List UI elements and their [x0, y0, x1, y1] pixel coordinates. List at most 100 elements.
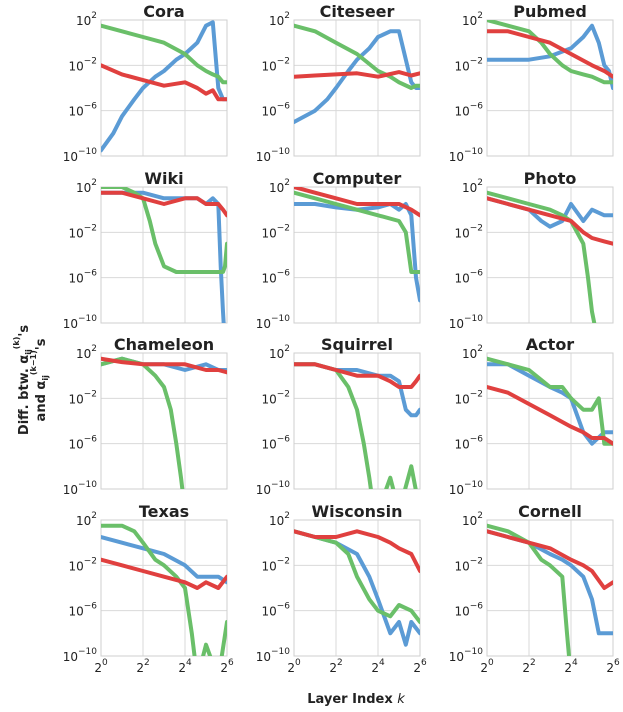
series-line-blue	[487, 23, 613, 90]
y-tick-label: 102	[76, 344, 97, 361]
panel-squirrel: Squirrel 102 10−2 10−6 10−10	[256, 335, 421, 497]
plot-frame	[486, 186, 614, 324]
x-tick-label: 20	[287, 658, 301, 675]
plot-frame	[100, 519, 228, 657]
panel-citeseer: Citeseer 102 10−2 10−6 10−10	[256, 2, 421, 164]
xlabel-var: k	[397, 692, 405, 707]
panel-chameleon: Chameleon 102 10−2 10−6 10−10	[63, 335, 228, 497]
y-tick-label: 102	[269, 511, 290, 528]
panel-title: Citeseer	[320, 2, 395, 21]
panel-wiki: Wiki 102 10−2 10−6 10−10	[63, 169, 228, 331]
panel-cora: Cora 102 10−2 10−6 10−10	[63, 2, 228, 164]
plot-frame	[293, 352, 421, 490]
series-line-green	[294, 529, 420, 624]
series-line-red	[294, 187, 420, 218]
x-tick-label: 22	[522, 658, 535, 675]
y-tick-label: 10−2	[454, 223, 483, 240]
y-tick-label: 102	[462, 344, 483, 361]
y-tick-label: 10−10	[449, 480, 484, 497]
series-line-blue	[101, 20, 227, 153]
x-tick-label: 26	[220, 658, 234, 675]
y-tick-label: 10−10	[449, 314, 484, 331]
ylabel-tail1: 's	[17, 325, 32, 337]
y-tick-label: 10−6	[454, 102, 483, 119]
y-tick-label: 10−6	[261, 269, 290, 286]
x-tick-label: 24	[371, 658, 385, 675]
y-tick-label: 10−10	[449, 147, 484, 164]
series-line-blue	[294, 202, 420, 303]
plot-frame	[100, 186, 228, 324]
x-tick-label: 26	[606, 658, 620, 675]
panel-title: Photo	[524, 169, 577, 188]
panel-title: Chameleon	[114, 335, 214, 354]
y-tick-label: 102	[462, 511, 483, 528]
series-line-green	[294, 190, 420, 274]
y-tick-label: 10−6	[68, 102, 97, 119]
y-tick-label: 10−10	[63, 147, 98, 164]
y-tick-label: 10−6	[454, 602, 483, 619]
y-tick-label: 10−2	[454, 389, 483, 406]
ylabel-line2: and α	[34, 381, 49, 422]
y-tick-label: 10−10	[256, 480, 291, 497]
series-line-red	[101, 63, 227, 102]
x-tick-label: 22	[329, 658, 342, 675]
plot-frame	[293, 519, 421, 657]
y-tick-label: 102	[76, 178, 97, 195]
x-tick-label: 22	[136, 658, 149, 675]
y-tick-label: 10−6	[68, 602, 97, 619]
y-tick-label: 10−2	[68, 56, 97, 73]
plot-frame	[486, 19, 614, 157]
plot-frame	[100, 19, 228, 157]
series-line-green	[101, 187, 227, 274]
series-line-green	[101, 23, 227, 85]
y-tick-label: 10−6	[68, 269, 97, 286]
x-tick-label: 26	[413, 658, 427, 675]
panel-pubmed: Pubmed 102 10−2 10−6 10−10	[449, 2, 614, 164]
series-line-green	[101, 356, 185, 489]
ylabel-sup1: (k)	[12, 337, 21, 350]
y-tick-label: 10−2	[454, 56, 483, 73]
series-line-red	[101, 557, 227, 590]
y-tick-label: 10−6	[261, 435, 290, 452]
y-tick-label: 10−10	[256, 147, 291, 164]
y-tick-label: 102	[269, 11, 290, 28]
ylabel-line1: Diff. btw. α	[17, 355, 32, 435]
y-tick-label: 10−2	[261, 56, 290, 73]
y-tick-label: 10−6	[68, 435, 97, 452]
ylabel-tail2: 's	[34, 338, 49, 350]
ylabel-sup2: (k−1)	[29, 350, 38, 375]
y-tick-label: 10−2	[68, 223, 97, 240]
series-line-green	[487, 523, 572, 656]
panel-photo: Photo 102 10−2 10−6 10−10	[449, 169, 614, 331]
y-tick-label: 10−2	[68, 556, 97, 573]
y-tick-label: 102	[76, 511, 97, 528]
y-tick-label: 10−6	[454, 435, 483, 452]
plot-frame	[486, 352, 614, 490]
panel-computer: Computer 102 10−2 10−6 10−10	[256, 169, 421, 331]
series-line-red	[294, 362, 420, 389]
panels-layer: Cora 102 10−2 10−6 10−10 Citeseer 102 10−2 10−6 1…	[63, 2, 620, 675]
y-axis-label: Diff. btw. αij(k)'s and αij(k−1)'s	[12, 325, 50, 435]
panel-title: Cora	[143, 2, 184, 21]
y-tick-label: 10−2	[261, 556, 290, 573]
series-line-red	[487, 29, 613, 79]
plot-frame	[293, 186, 421, 324]
x-axis-label: Layer Index k	[307, 692, 405, 707]
panel-title: Computer	[313, 169, 402, 188]
panel-title: Actor	[526, 335, 575, 354]
y-tick-label: 102	[269, 344, 290, 361]
panel-title: Wiki	[144, 169, 183, 188]
xlabel-text: Layer Index	[307, 692, 393, 707]
y-tick-label: 10−6	[261, 102, 290, 119]
x-tick-label: 24	[178, 658, 192, 675]
series-line-red	[487, 529, 613, 590]
series-line-red	[294, 529, 420, 573]
series-line-blue	[101, 535, 227, 585]
y-tick-label: 10−10	[63, 314, 98, 331]
series-line-green	[487, 356, 613, 446]
panel-title: Squirrel	[321, 335, 393, 354]
